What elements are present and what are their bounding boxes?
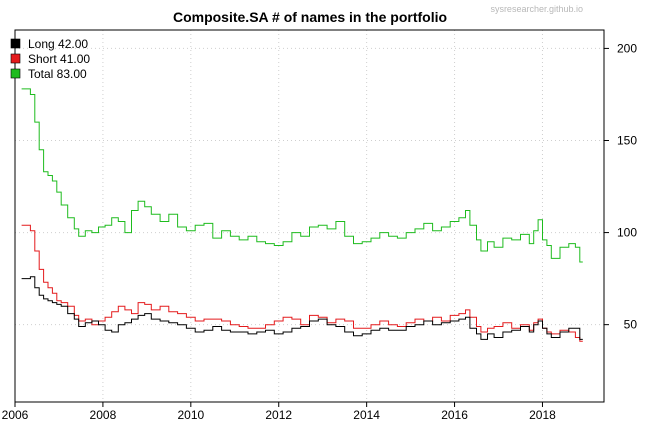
x-tick-label: 2008 [90, 408, 117, 422]
chart-title: Composite.SA # of names in the portfolio [173, 9, 447, 25]
y-tick-label: 200 [617, 41, 637, 55]
y-tick-label: 100 [617, 226, 637, 240]
legend-swatch-long [10, 38, 21, 49]
plot-frame [14, 29, 605, 403]
x-tick-label: 2014 [353, 408, 380, 422]
legend-label-total: Total 83.00 [28, 67, 87, 81]
y-tick-label: 50 [624, 318, 638, 332]
x-tick-label: 2010 [177, 408, 204, 422]
grid [14, 30, 604, 402]
legend-label-short: Short 41.00 [28, 52, 90, 66]
x-tick-label: 2012 [265, 408, 292, 422]
y-axis: 50 100 150 200 [604, 41, 638, 332]
legend-label-long: Long 42.00 [28, 37, 88, 51]
x-axis: 2006 2008 2010 2012 2014 2016 2018 [2, 402, 556, 422]
x-tick-label: 2016 [441, 408, 468, 422]
series-layer [21, 88, 583, 342]
legend-swatch-short [10, 53, 21, 64]
series-line-short [21, 224, 583, 342]
y-tick-label: 150 [617, 133, 637, 147]
watermark: sysresearcher.github.io [490, 4, 583, 14]
x-tick-label: 2006 [2, 408, 29, 422]
series-line-total [21, 88, 583, 263]
legend: Long 42.00 Short 41.00 Total 83.00 [10, 37, 90, 81]
x-tick-label: 2018 [529, 408, 556, 422]
legend-swatch-total [10, 68, 21, 79]
series-line-long [21, 276, 583, 340]
